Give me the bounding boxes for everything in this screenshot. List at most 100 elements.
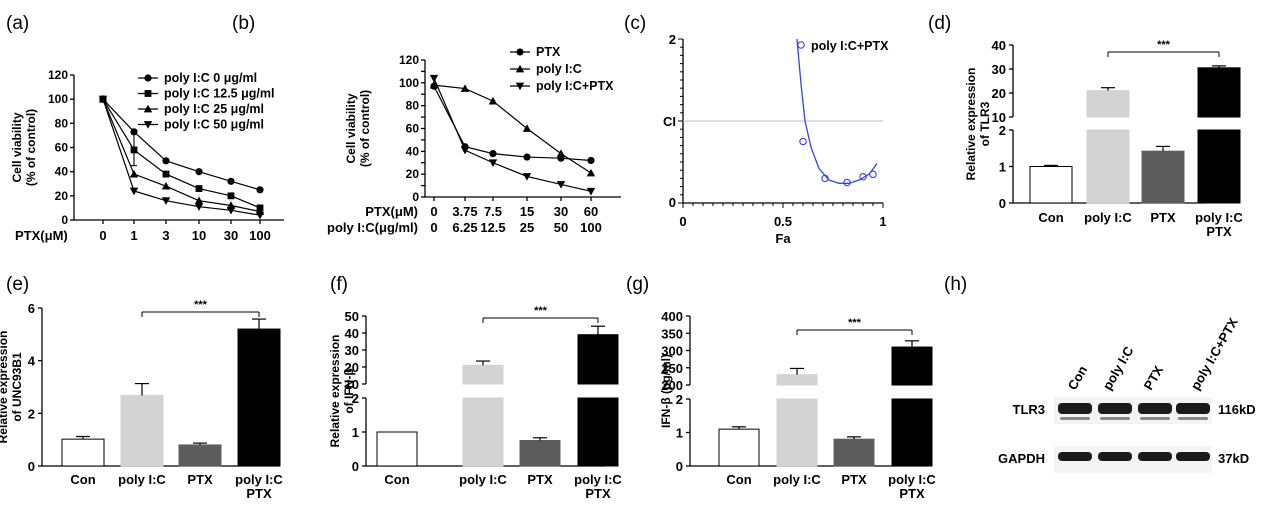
chart-a-point (226, 206, 236, 215)
chart-a-point (129, 169, 139, 178)
chart-f-ytick-label: 10 (345, 377, 359, 392)
chart-c-y-axis-label: CI (663, 114, 676, 129)
blot-band (1058, 403, 1092, 414)
chart-a-ytick-label: 20 (55, 189, 69, 203)
chart-b-point (429, 80, 439, 89)
chart-b-legend-label: PTX (536, 45, 561, 59)
chart-f-significance-label: *** (534, 305, 548, 317)
chart-b-ytick-label: 100 (399, 76, 419, 90)
chart-a-point (227, 192, 235, 200)
chart-b-xtick-label-2: 12.5 (480, 220, 505, 235)
chart-g-y-axis-label: IFN-β (pg/ml) (659, 354, 673, 428)
chart-e-y-axis-label: Relative expressionof UNC93B1 (0, 331, 24, 444)
chart-d-significance-label: *** (1157, 39, 1171, 51)
blot-size-label: 116kD (1218, 402, 1256, 417)
chart-g-category-label: Con (726, 472, 751, 487)
chart-a-ytick-label: 100 (48, 92, 68, 106)
chart-d-ytick-label: 1 (999, 160, 1006, 175)
chart-d-bar-upper (1086, 90, 1130, 118)
chart-g-ytick-label: 1 (676, 426, 683, 441)
chart-b-point (587, 156, 595, 165)
chart-g-category-label: poly I:C PTX (888, 472, 936, 501)
chart-a-point (162, 170, 170, 178)
chart-f-ytick-label: 2 (352, 391, 359, 406)
chart-a-xtick-label: 0 (99, 228, 106, 243)
panel-label-g: (g) (626, 274, 649, 295)
blot-lane-label: poly I:C (1100, 343, 1137, 392)
chart-f-category-label: Con (384, 472, 409, 487)
chart-f-ytick-label: 20 (345, 360, 359, 375)
chart-b-series-line-2 (433, 78, 592, 192)
chart-b-point (556, 149, 566, 157)
chart-b-legend-marker (516, 48, 524, 56)
blot-band (1058, 452, 1092, 461)
chart-b-ytick-label: 120 (399, 53, 419, 67)
blot-band (1098, 403, 1132, 414)
chart-a-point (227, 177, 235, 185)
chart-b-point (429, 74, 439, 83)
chart-a-point (194, 196, 204, 205)
panel-label-d: (d) (928, 13, 951, 34)
chart-b-xtick-label: 60 (584, 204, 598, 219)
chart-c-legend-label: poly I:C+PTX (811, 39, 889, 53)
chart-a-ytick-label: 40 (55, 165, 69, 179)
chart-e-bar (61, 438, 105, 467)
blot-band-faint (1140, 417, 1170, 420)
chart-d-ytick-label: 10 (992, 110, 1006, 125)
chart-d-ytick-label: 2 (999, 123, 1006, 138)
chart-a-legend-marker (143, 121, 153, 129)
chart-d-bar (1029, 166, 1073, 204)
chart-b-y-axis-label: Cell viability(% of control) (344, 90, 372, 167)
chart-c-point (843, 178, 851, 187)
chart-g-ytick-label: 250 (661, 361, 683, 376)
chart-g-ytick-label: 200 (661, 378, 683, 393)
chart-c-ytick-label: 0 (669, 195, 676, 210)
blot-band (1138, 452, 1172, 461)
chart-b-point (489, 150, 497, 158)
chart-a-ytick-label: 0 (61, 213, 68, 227)
chart-f-bar-upper (462, 364, 504, 385)
blot-row-label: TLR3 (1013, 402, 1046, 417)
chart-d-ytick-label: 0 (999, 196, 1006, 211)
panel-label-f: (f) (330, 274, 348, 295)
chart-b-xtick-label: 30 (554, 204, 568, 219)
blot-band-faint (1178, 417, 1208, 420)
chart-f-category-label: PTX (527, 472, 553, 487)
chart-c-ytick-label: 2 (669, 32, 676, 47)
chart-c-point (821, 174, 829, 183)
chart-a-series-line-3 (102, 98, 261, 216)
chart-d-ytick-label: 30 (992, 62, 1006, 77)
chart-d-ytick-label: 20 (992, 86, 1006, 101)
chart-b-xtick-label: 0 (430, 204, 437, 219)
chart-b-x-prefix-2: poly I:C(μg/ml) (327, 220, 418, 235)
chart-g-bar-upper (891, 346, 933, 386)
chart-b-legend-marker (515, 82, 525, 91)
chart-a-point (129, 187, 139, 196)
chart-a-series-line-0 (102, 98, 261, 191)
chart-a-ytick-label: 120 (48, 68, 68, 82)
chart-b-legend-label: poly I:C (536, 62, 582, 76)
chart-g-bar-upper (776, 374, 818, 386)
chart-g-ytick-label: 0 (676, 459, 683, 474)
chart-a-xtick-label: 3 (162, 228, 169, 243)
chart-e-category-label: poly I:C (118, 472, 166, 487)
chart-a-y-axis-label-text: Cell viability(% of control) (10, 109, 38, 186)
blot-band (1176, 452, 1210, 461)
chart-b-ytick-label: 0 (412, 190, 419, 204)
chart-c-xtick-label: 1 (879, 214, 886, 229)
chart-g-category-label: poly I:C (773, 472, 821, 487)
chart-b-ytick-label: 40 (406, 144, 420, 158)
chart-d-category-label: PTX (1150, 210, 1176, 225)
chart-b-point (586, 168, 596, 177)
chart-e-bar (178, 444, 222, 467)
chart-g-bar (833, 438, 875, 467)
chart-f-y-axis-label: Relative expressionof IFN-β (328, 335, 356, 448)
chart-b-point (586, 187, 596, 196)
chart-b-point (523, 153, 531, 161)
chart-d-y-axis-label: Relative expressionof TLR3 (964, 68, 992, 181)
chart-f-bar (376, 431, 418, 467)
chart-b-ytick-label: 80 (406, 99, 420, 113)
chart-b-series-line-0 (433, 85, 592, 162)
chart-d-bar-upper (1197, 67, 1241, 118)
chart-f-bar-lower (577, 397, 619, 467)
